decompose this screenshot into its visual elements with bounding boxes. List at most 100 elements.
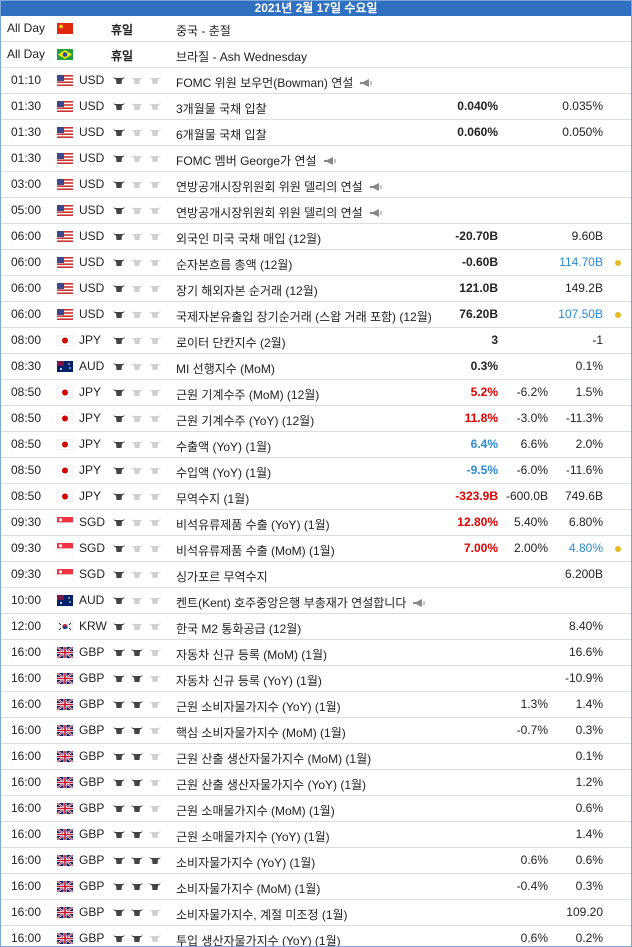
bull-icon — [113, 309, 125, 318]
importance — [112, 308, 166, 322]
event: 켄트(Kent) 호주중앙은행 부총재가 연설합니다 — [176, 596, 407, 610]
time: All Day — [6, 47, 45, 61]
bull-icon — [113, 543, 125, 552]
bull-icon — [113, 153, 125, 162]
time: 09:30 — [10, 567, 42, 581]
importance — [112, 594, 166, 608]
bull-icon — [131, 309, 143, 318]
time: 16:00 — [10, 905, 42, 919]
bull-icon — [131, 465, 143, 474]
revised-dot — [615, 260, 621, 266]
event-row: 06:00 USD 국제자본유출입 장기순거래 (스왑 거래 포함) (12월) 76… — [1, 302, 631, 328]
bull-icon — [113, 491, 125, 500]
previous: 8.40% — [568, 619, 603, 633]
flag-icon — [57, 777, 73, 788]
event-row: 16:00 GBP 핵심 소비자물가지수 (MoM) (1월) -0.7% 0.3% — [1, 718, 631, 744]
importance — [112, 412, 166, 426]
importance — [112, 464, 166, 478]
revised-dot — [615, 312, 621, 318]
bull-icon — [149, 829, 161, 838]
event: 근원 산출 생산자물가지수 (MoM) (1월) — [176, 752, 372, 766]
bull-icon — [113, 699, 125, 708]
bull-icon — [149, 777, 161, 786]
bull-icon — [149, 231, 161, 240]
flag-icon — [57, 231, 73, 242]
actual: 0.3% — [470, 359, 498, 373]
event-wrap: 켄트(Kent) 호주중앙은행 부총재가 연설합니다 — [176, 594, 426, 611]
importance — [112, 698, 166, 712]
bull-icon — [113, 907, 125, 916]
importance — [112, 906, 166, 920]
time: 08:30 — [10, 359, 42, 373]
currency: GBP — [79, 827, 105, 841]
event-wrap: FOMC 멤버 George가 연설 — [176, 152, 337, 169]
event-row: 16:00 GBP 소비자물가지수 (YoY) (1월) 0.6% 0.6% — [1, 848, 631, 874]
flag-icon — [57, 283, 73, 294]
event: 핵심 소비자물가지수 (MoM) (1월) — [176, 726, 346, 740]
bull-icon — [113, 127, 125, 136]
currency: GBP — [79, 801, 105, 815]
event-row: 08:50 JPY 근원 기계수주 (MoM) (12월) 5.2% -6.2% 1.5% — [1, 380, 631, 406]
flag-icon — [57, 569, 73, 580]
importance — [112, 932, 166, 946]
flag-icon — [57, 647, 73, 658]
bull-icon — [149, 257, 161, 266]
event-row: 12:00 KRW 한국 M2 통화공급 (12월) 8.40% — [1, 614, 631, 640]
flag-icon — [57, 933, 73, 944]
actual: 3 — [491, 333, 498, 347]
bull-icon — [113, 517, 125, 526]
event: 근원 기계수주 (YoY) (12월) — [176, 414, 315, 428]
time: 16:00 — [10, 853, 42, 867]
bull-icon — [149, 387, 161, 396]
bull-icon — [131, 387, 143, 396]
bull-icon — [113, 465, 125, 474]
importance — [112, 178, 166, 192]
bull-icon — [149, 569, 161, 578]
flag-icon — [57, 517, 73, 528]
previous: -11.3% — [565, 411, 603, 425]
currency: GBP — [79, 749, 105, 763]
bull-icon — [113, 257, 125, 266]
flag-icon — [57, 829, 73, 840]
time: 06:00 — [10, 307, 42, 321]
importance — [112, 100, 166, 114]
event: 근원 소매물가지수 (MoM) (1월) — [176, 804, 335, 818]
event-wrap: 연방공개시장위원회 위원 델리의 연설 — [176, 204, 383, 221]
importance — [112, 516, 166, 530]
speech-icon — [323, 157, 336, 165]
time: 08:50 — [10, 463, 42, 477]
date-header: 2021년 2월 17일 수요일 — [1, 1, 631, 16]
forecast: -0.7% — [516, 723, 548, 737]
event: 브라질 - Ash Wednesday — [176, 50, 307, 64]
event-row: 01:30 USD 3개월물 국채 입찰 0.040% 0.035% — [1, 94, 631, 120]
bull-icon — [131, 335, 143, 344]
actual: 121.0B — [459, 281, 498, 295]
event-row: 01:30 USD 6개월물 국채 입찰 0.060% 0.050% — [1, 120, 631, 146]
currency: USD — [79, 177, 105, 191]
event-row: 09:30 SGD 싱가포르 무역수지 6.200B — [1, 562, 631, 588]
forecast: 0.6% — [520, 853, 548, 867]
flag-icon — [57, 595, 73, 606]
bull-icon — [131, 361, 143, 370]
flag-icon — [57, 881, 73, 892]
event-row: 03:00 USD 연방공개시장위원회 위원 델리의 연설 — [1, 172, 631, 198]
currency: USD — [79, 151, 105, 165]
bull-icon — [149, 309, 161, 318]
previous: 1.4% — [575, 827, 603, 841]
actual: 76.20B — [459, 307, 498, 321]
bull-icon — [149, 855, 161, 864]
bull-icon — [113, 569, 125, 578]
event: 근원 소매물가지수 (YoY) (1월) — [176, 830, 330, 844]
event-row: 08:50 JPY 수입액 (YoY) (1월) -9.5% -6.0% -11.6% — [1, 458, 631, 484]
bull-icon — [113, 75, 125, 84]
previous: 0.1% — [575, 749, 603, 763]
event: 근원 소비자물가지수 (YoY) (1월) — [176, 700, 341, 714]
bull-icon — [113, 595, 125, 604]
bull-icon — [131, 153, 143, 162]
importance — [112, 490, 166, 504]
importance — [112, 854, 166, 868]
event: 자동차 신규 등록 (YoY) (1월) — [176, 674, 322, 688]
event-row: 06:00 USD 외국인 미국 국채 매입 (12월) -20.70B 9.60B — [1, 224, 631, 250]
currency: JPY — [79, 463, 102, 477]
bull-icon — [113, 439, 125, 448]
